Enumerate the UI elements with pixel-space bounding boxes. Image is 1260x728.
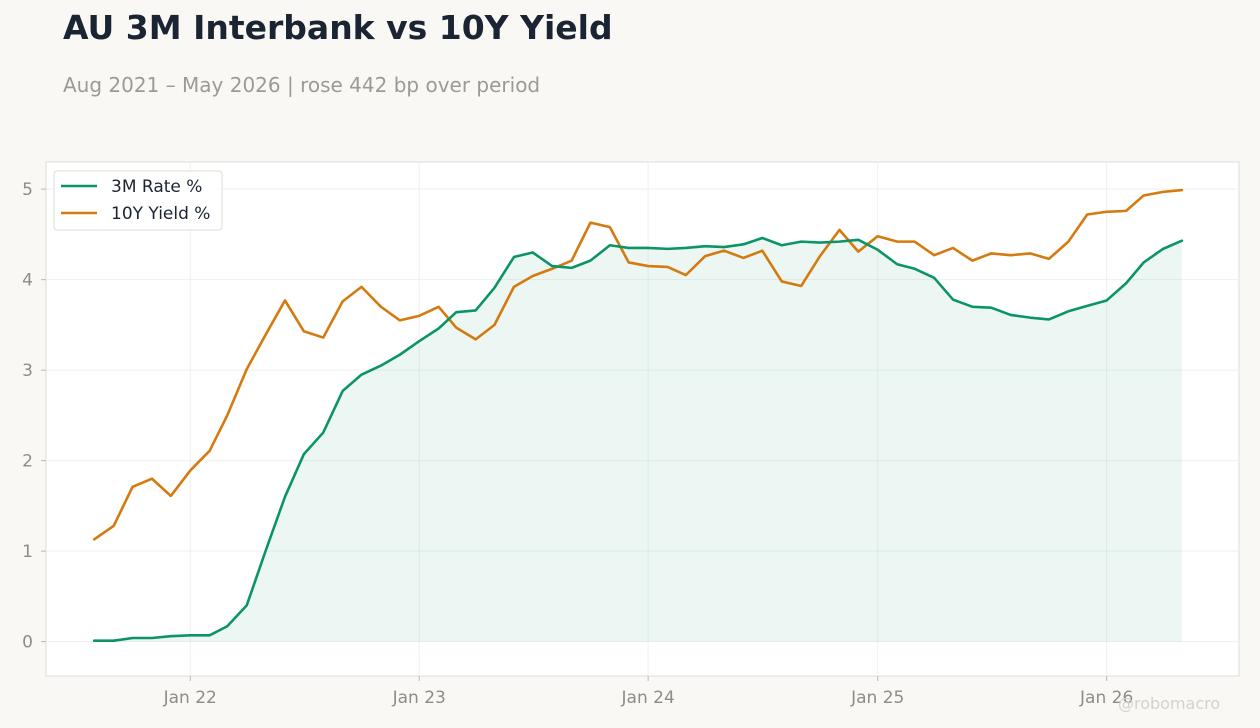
y-axis: 0 1 2 3 4 5 xyxy=(22,180,46,653)
series-line-1 xyxy=(93,236,1184,643)
legend-label: 3M Rate % xyxy=(111,177,202,197)
x-tick-label: Jan 24 xyxy=(621,688,675,708)
chart-subtitle: Aug 2021 – May 2026 | rose 442 bp over p… xyxy=(63,73,541,97)
series-line-2 xyxy=(93,188,1184,541)
y-tick-label: 3 xyxy=(22,361,33,381)
watermark: @robomacro xyxy=(1118,694,1221,713)
x-tick-label: Jan 23 xyxy=(392,688,446,708)
x-tick-label: Jan 22 xyxy=(163,688,217,708)
y-tick-label: 5 xyxy=(22,180,33,200)
x-axis: Jan 22 Jan 23 Jan 24 Jan 25 Jan 26 xyxy=(163,676,1133,708)
y-tick-label: 4 xyxy=(22,271,33,291)
legend: 3M Rate % 10Y Yield % xyxy=(53,170,223,231)
series-area-1 xyxy=(94,238,1182,642)
y-tick-label: 0 xyxy=(22,633,33,653)
legend-label: 10Y Yield % xyxy=(111,204,210,224)
x-tick-label: Jan 25 xyxy=(850,688,904,708)
series-layer xyxy=(93,188,1184,643)
y-tick-label: 2 xyxy=(22,452,33,472)
x-gridlines xyxy=(189,162,1108,676)
x-tick-label: Jan 26 xyxy=(1079,688,1133,708)
y-gridlines xyxy=(46,188,1239,643)
chart-title: AU 3M Interbank vs 10Y Yield xyxy=(63,8,613,47)
y-tick-label: 1 xyxy=(22,542,33,562)
